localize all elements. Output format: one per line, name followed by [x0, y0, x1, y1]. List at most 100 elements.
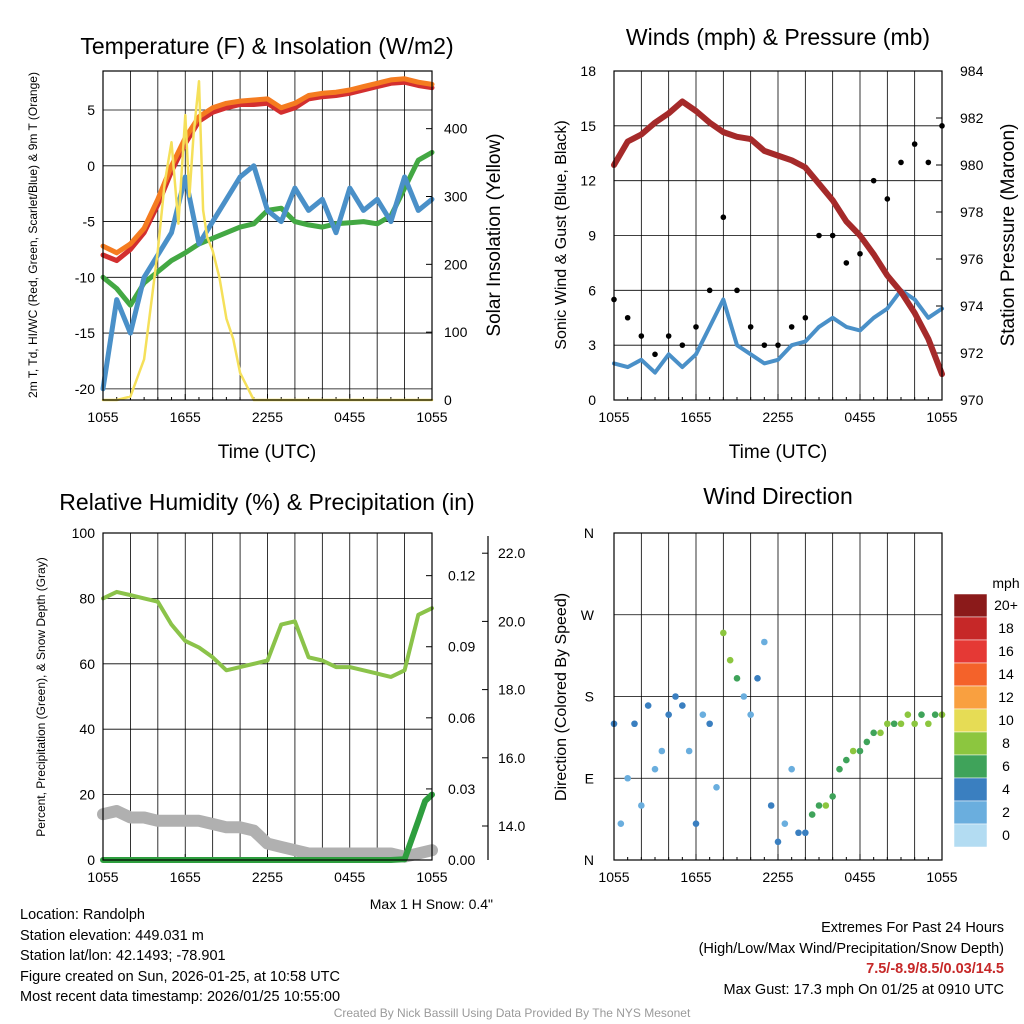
dir-point — [808, 811, 816, 818]
dir-frame — [613, 532, 943, 861]
colorbar-label: 12 — [998, 689, 1014, 705]
dir-point — [767, 802, 775, 809]
wind-x-label: Time (UTC) — [729, 442, 828, 463]
dir-point — [911, 720, 918, 728]
temp-y2-tick-label: 100 — [444, 324, 468, 340]
temp-x-tick-label: 0455 — [334, 409, 365, 425]
dir-point — [897, 720, 905, 728]
dir-point — [706, 720, 713, 728]
rh-precip-tick-label: 0.03 — [448, 781, 475, 797]
dir-point — [624, 774, 631, 782]
dir-point — [672, 693, 679, 700]
wind-gust-point — [925, 159, 932, 166]
colorbar-label: 20+ — [994, 597, 1018, 613]
dir-point — [733, 675, 741, 682]
dir-point — [863, 738, 871, 746]
temp-y2-tick-label: 300 — [444, 188, 468, 204]
snow-note: Max 1 H Snow: 0.4" — [369, 896, 493, 912]
wind-y-tick-label: 9 — [588, 228, 596, 244]
dir-point — [740, 693, 748, 700]
wind-gust-point — [665, 333, 672, 339]
wind-gust-point — [720, 214, 727, 221]
wind-y-tick-label: 3 — [588, 337, 596, 353]
colorbar-swatch — [953, 708, 988, 733]
wind-x-tick-label: 1655 — [680, 409, 711, 425]
dir-point — [795, 829, 802, 837]
dir-point — [631, 720, 638, 728]
dir-point — [761, 638, 768, 646]
rh-snow-tick-label: 16.0 — [498, 750, 525, 766]
colorbar-label: 16 — [998, 643, 1014, 659]
dir-point — [884, 720, 891, 728]
wind-gust-point — [788, 324, 795, 330]
dir-point — [720, 629, 727, 637]
wind-y2-tick-label: 984 — [960, 63, 984, 79]
dir-y-tick-label: E — [585, 770, 594, 786]
dir-point — [781, 820, 789, 827]
rh-snow-tick-label: 18.0 — [498, 682, 525, 698]
dir-point — [849, 747, 857, 755]
extremes-box: Extremes For Past 24 Hours (High/Low/Max… — [699, 918, 1004, 1000]
temp-y2-label: Solar Insolation (Yellow) — [484, 133, 505, 336]
rh-precip-tick-label: 0.06 — [448, 710, 475, 726]
dir-x-tick-label: 1055 — [926, 869, 957, 885]
dir-point — [788, 765, 795, 773]
rh-snow-tick-label: 20.0 — [498, 613, 525, 629]
dir-point — [822, 802, 830, 809]
temp-y2-tick-label: 200 — [444, 256, 468, 272]
colorbar-swatch — [953, 823, 988, 848]
dir-y-label: Direction (Colored By Speed) — [553, 593, 570, 801]
dir-point — [774, 838, 782, 846]
wind-gust-point — [775, 342, 781, 348]
wind-x-tick-label: 1055 — [598, 409, 629, 425]
rh-x-tick-label: 1055 — [87, 869, 118, 885]
dir-y-tick-label: W — [581, 607, 595, 623]
colorbar-swatch — [953, 731, 988, 756]
wind-gust-point — [843, 260, 850, 266]
rh-y-tick-label: 100 — [72, 525, 96, 541]
colorbar-title: mph — [992, 575, 1019, 591]
wind-gust-point — [747, 324, 754, 330]
dir-point — [802, 829, 809, 837]
wind-y-label: Sonic Wind & Gust (Blue, Black) — [553, 120, 570, 349]
dir-point — [815, 802, 823, 809]
dir-title: Wind Direction — [703, 483, 853, 509]
dir-y-tick-label: S — [585, 689, 594, 705]
extremes-values: 7.5/-8.9/8.5/0.03/14.5 — [866, 961, 1004, 977]
wind-gust-point — [870, 177, 877, 184]
dir-y-tick-label: N — [584, 525, 594, 541]
wind-y2-tick-label: 976 — [960, 251, 984, 267]
rh-precip-tick-label: 0.00 — [448, 852, 475, 868]
dir-point — [658, 747, 666, 755]
colorbar-label: 18 — [998, 620, 1014, 636]
colorbar-label: 4 — [1002, 781, 1010, 797]
dir-point — [877, 729, 884, 737]
colorbar-swatch — [953, 754, 988, 779]
temp-x-tick-label: 2255 — [252, 409, 283, 425]
dir-x-tick-label: 2255 — [762, 869, 793, 885]
wind-gust-point — [624, 314, 631, 321]
rh-precip-tick-label: 0.12 — [448, 568, 475, 584]
extremes-subtitle: (High/Low/Max Wind/Precipitation/Snow De… — [698, 940, 1004, 957]
rh-y-tick-label: 80 — [79, 590, 95, 606]
wind-gust-point — [898, 159, 904, 166]
max-gust-text: Max Gust: 17.3 mph On 01/25 at 0910 UTC — [723, 981, 1004, 998]
dir-point — [931, 711, 939, 718]
extremes-title: Extremes For Past 24 Hours — [821, 920, 1004, 936]
wind-y-tick-label: 6 — [588, 282, 596, 298]
temp-y-tick-label: -15 — [75, 325, 95, 341]
colorbar-swatch — [953, 800, 988, 825]
wind-y2-tick-label: 972 — [960, 345, 984, 361]
rh-snow-tick-label: 22.0 — [498, 545, 525, 561]
wind-gust-point — [884, 196, 891, 202]
wind-gust-point — [679, 342, 686, 348]
colorbar-label: 8 — [1002, 735, 1010, 751]
temp-title: Temperature (F) & Insolation (W/m2) — [80, 33, 453, 59]
rh-x-tick-label: 2255 — [252, 869, 283, 885]
wind-series-station-pressure — [611, 98, 945, 378]
colorbar-label: 2 — [1002, 804, 1010, 820]
wind-gust-point — [706, 287, 713, 294]
wind-y2-tick-label: 974 — [960, 298, 984, 314]
temp-series-9m-temperature — [100, 76, 435, 256]
